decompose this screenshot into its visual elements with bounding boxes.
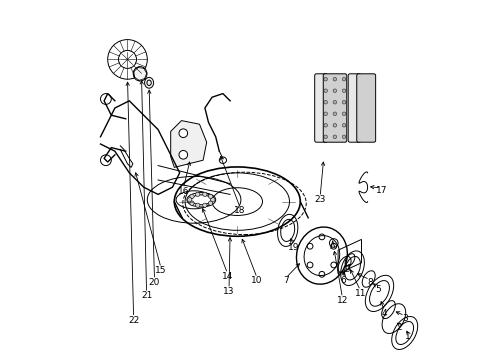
Circle shape xyxy=(332,89,336,93)
Circle shape xyxy=(195,203,200,207)
Text: 23: 23 xyxy=(314,195,325,204)
Text: 4: 4 xyxy=(381,309,386,318)
Circle shape xyxy=(195,192,200,197)
Circle shape xyxy=(203,192,206,197)
Text: 10: 10 xyxy=(251,276,263,285)
Text: 14: 14 xyxy=(222,272,233,281)
Circle shape xyxy=(323,123,327,127)
Text: 15: 15 xyxy=(155,266,166,275)
Circle shape xyxy=(342,135,345,139)
Circle shape xyxy=(101,155,111,166)
Circle shape xyxy=(210,198,215,202)
Text: 7: 7 xyxy=(283,276,288,285)
Text: 22: 22 xyxy=(128,316,139,325)
Ellipse shape xyxy=(144,77,153,88)
Text: 21: 21 xyxy=(141,292,152,300)
Circle shape xyxy=(208,194,212,199)
Text: 16: 16 xyxy=(177,187,189,196)
Circle shape xyxy=(323,89,327,93)
FancyBboxPatch shape xyxy=(323,74,346,142)
Text: 2: 2 xyxy=(396,323,401,332)
Circle shape xyxy=(332,100,336,104)
Text: 5: 5 xyxy=(374,285,380,294)
Text: 12: 12 xyxy=(336,296,347,305)
Circle shape xyxy=(323,135,327,139)
FancyBboxPatch shape xyxy=(347,74,360,142)
Circle shape xyxy=(203,203,206,207)
Circle shape xyxy=(323,112,327,116)
Circle shape xyxy=(189,194,194,199)
Circle shape xyxy=(332,112,336,116)
FancyBboxPatch shape xyxy=(356,74,375,142)
Circle shape xyxy=(179,129,187,138)
Circle shape xyxy=(189,201,194,205)
Circle shape xyxy=(323,100,327,104)
Circle shape xyxy=(332,123,336,127)
Circle shape xyxy=(342,89,345,93)
Text: 11: 11 xyxy=(354,289,366,298)
Text: 20: 20 xyxy=(148,278,160,287)
Circle shape xyxy=(101,94,111,104)
Circle shape xyxy=(187,198,192,202)
Circle shape xyxy=(342,112,345,116)
Text: 3: 3 xyxy=(401,314,407,323)
Text: 6: 6 xyxy=(340,276,346,285)
Circle shape xyxy=(179,150,187,159)
Text: 17: 17 xyxy=(375,186,386,195)
Circle shape xyxy=(332,135,336,139)
Text: 18: 18 xyxy=(234,206,245,215)
Circle shape xyxy=(323,77,327,81)
Ellipse shape xyxy=(133,67,146,81)
Circle shape xyxy=(342,123,345,127)
Text: 19: 19 xyxy=(288,243,299,252)
Circle shape xyxy=(332,77,336,81)
Circle shape xyxy=(342,100,345,104)
Text: 13: 13 xyxy=(223,287,234,296)
Text: 9: 9 xyxy=(344,266,349,275)
Text: 1: 1 xyxy=(405,332,410,341)
Circle shape xyxy=(208,201,212,205)
FancyBboxPatch shape xyxy=(314,74,327,142)
Text: 8: 8 xyxy=(366,278,372,287)
Polygon shape xyxy=(170,121,206,167)
Circle shape xyxy=(342,77,345,81)
